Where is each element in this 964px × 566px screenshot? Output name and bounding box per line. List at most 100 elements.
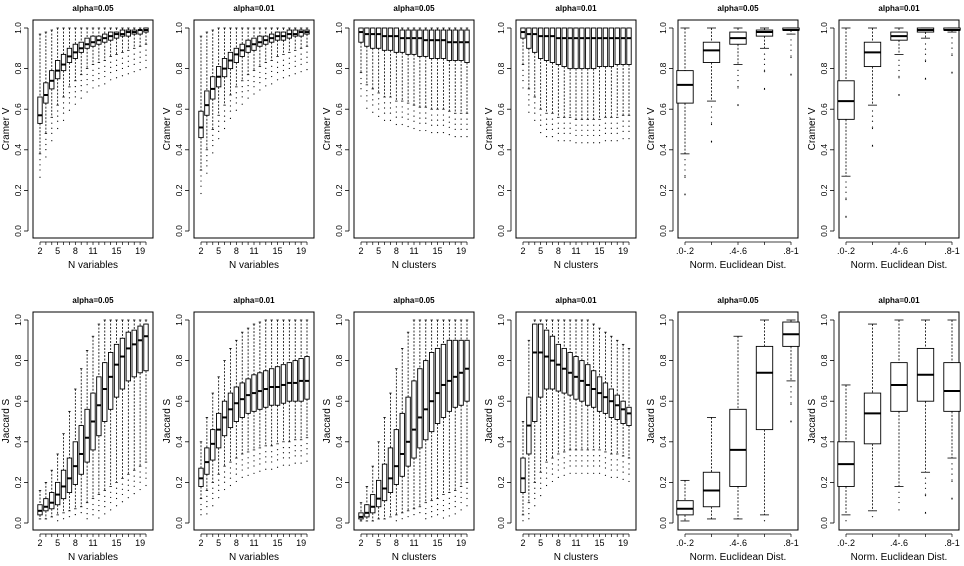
outlier-point	[86, 78, 88, 81]
iqr-box	[520, 457, 526, 494]
outlier-point	[528, 513, 530, 515]
outlier-point	[598, 124, 601, 126]
outlier-point	[898, 501, 900, 504]
outlier-point	[288, 75, 290, 77]
x-tick-label: 19	[296, 538, 306, 548]
x-tick-label: 11	[249, 538, 258, 548]
iqr-box	[370, 27, 376, 49]
iqr-box	[602, 382, 609, 414]
outlier-point	[528, 111, 530, 113]
outlier-point	[454, 136, 456, 138]
box-.2-.4	[702, 27, 721, 143]
outlier-point	[98, 85, 100, 87]
outlier-point	[454, 505, 456, 508]
y-tick-label: 0.0	[496, 517, 506, 529]
y-tick-label: 0.2	[13, 184, 23, 196]
outlier-point	[306, 61, 308, 63]
outlier-point	[39, 159, 41, 161]
outlier-point	[431, 511, 433, 513]
box-8	[393, 27, 399, 126]
box-3	[204, 417, 210, 515]
box-18	[292, 27, 298, 75]
y-tick-label: 0.2	[658, 184, 668, 196]
y-tick-label: 0.0	[658, 517, 668, 529]
outlier-point	[145, 49, 147, 51]
outlier-point	[436, 509, 439, 511]
iqr-box	[198, 467, 204, 487]
x-tick-label: 19	[135, 246, 145, 256]
outlier-point	[306, 448, 308, 450]
box-.8-1	[782, 319, 800, 423]
box-6	[221, 360, 228, 491]
iqr-box	[286, 362, 292, 402]
box-9	[561, 27, 567, 142]
outlier-point	[442, 504, 445, 507]
box-2	[198, 441, 204, 516]
outlier-point	[218, 130, 220, 132]
iqr-box	[446, 339, 452, 412]
outlier-point	[710, 122, 713, 124]
panel-title: alpha=0.05	[72, 296, 114, 305]
outlier-point	[557, 122, 559, 124]
box-12	[417, 27, 423, 132]
y-tick-label: 0.8	[334, 62, 344, 74]
outlier-point	[282, 452, 285, 454]
box-4	[210, 29, 216, 154]
outlier-point	[39, 169, 41, 171]
outlier-point	[522, 69, 524, 71]
outlier-point	[871, 126, 874, 128]
box-5	[376, 27, 382, 117]
x-tick-label: 2	[198, 538, 203, 548]
panel-8: alpha=0.01 0.0 0.2 0.4 0.6 0.8 1.0 Jaccard S 2 5 8…	[162, 296, 315, 563]
plot-frame	[353, 311, 475, 531]
outlier-point	[127, 497, 129, 499]
outlier-point	[460, 128, 462, 130]
iqr-box	[43, 498, 49, 512]
y-axis-label: Cramer V	[646, 107, 657, 150]
outlier-point	[545, 484, 548, 487]
outlier-point	[628, 468, 630, 470]
outlier-point	[598, 460, 601, 462]
box-.0-.2	[676, 479, 694, 522]
outlier-point	[951, 47, 953, 49]
outlier-point	[218, 489, 220, 491]
outlier-point	[790, 402, 792, 404]
outlier-point	[104, 513, 106, 515]
outlier-point	[628, 480, 630, 483]
outlier-point	[395, 111, 397, 113]
box-10	[245, 27, 251, 99]
outlier-point	[265, 77, 267, 80]
outlier-point	[80, 79, 82, 82]
outlier-point	[57, 520, 59, 522]
outlier-point	[241, 91, 243, 93]
outlier-point	[288, 457, 290, 459]
iqr-box	[233, 47, 239, 63]
outlier-point	[80, 85, 82, 87]
outlier-point	[104, 500, 106, 503]
outlier-point	[62, 107, 65, 109]
x-tick-label: 8	[394, 538, 399, 548]
x-tick-label: 15	[433, 246, 443, 256]
outlier-point	[737, 104, 739, 107]
outlier-point	[622, 130, 624, 132]
outlier-point	[790, 74, 792, 76]
outlier-point	[407, 113, 409, 115]
outlier-point	[253, 465, 255, 467]
outlier-point	[145, 467, 147, 469]
iqr-box	[84, 408, 90, 463]
outlier-point	[540, 487, 542, 489]
iqr-box	[676, 500, 694, 516]
box-12	[257, 27, 263, 91]
iqr-box	[543, 27, 550, 61]
outlier-point	[139, 69, 141, 71]
box-7	[227, 27, 234, 119]
x-tick-label: 2	[520, 246, 525, 256]
iqr-box	[837, 80, 855, 120]
y-tick-label: 0.0	[13, 225, 23, 237]
outlier-point	[223, 488, 226, 491]
outlier-point	[259, 76, 261, 79]
outlier-point	[212, 144, 214, 147]
outlier-point	[466, 136, 468, 138]
iqr-box	[464, 339, 470, 402]
iqr-box	[393, 27, 399, 53]
